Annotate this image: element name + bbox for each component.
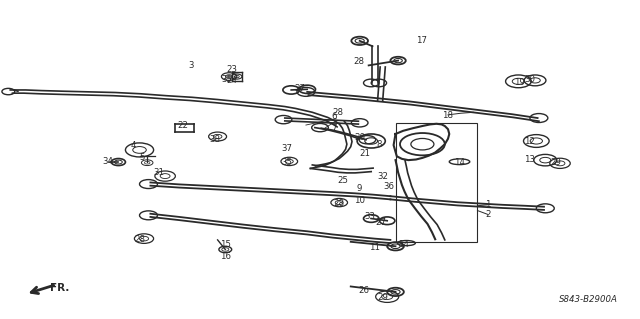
Text: 23: 23 xyxy=(226,65,237,74)
Text: 32: 32 xyxy=(377,172,388,181)
Text: 28: 28 xyxy=(134,235,145,244)
Text: 28: 28 xyxy=(333,199,345,208)
Text: 28: 28 xyxy=(353,57,364,66)
Text: 36: 36 xyxy=(383,182,395,191)
Text: 37: 37 xyxy=(281,144,292,153)
Text: 8: 8 xyxy=(376,140,381,149)
Text: 25: 25 xyxy=(337,176,348,185)
Text: 7: 7 xyxy=(332,124,337,133)
Text: 2: 2 xyxy=(485,210,490,219)
Text: 3: 3 xyxy=(188,61,193,70)
Bar xyxy=(396,123,477,242)
Text: 29: 29 xyxy=(378,293,388,302)
Text: 12: 12 xyxy=(524,137,536,146)
Text: 6: 6 xyxy=(332,112,337,121)
Text: 26: 26 xyxy=(358,286,369,295)
Text: FR.: FR. xyxy=(50,283,69,293)
Text: 30: 30 xyxy=(524,75,536,84)
Text: 27: 27 xyxy=(294,84,305,93)
Text: 38: 38 xyxy=(209,135,220,144)
Text: 9: 9 xyxy=(357,184,362,193)
Text: 14: 14 xyxy=(397,240,409,249)
Text: 21: 21 xyxy=(359,149,371,158)
Text: 20: 20 xyxy=(354,133,365,142)
Text: 33: 33 xyxy=(364,212,376,221)
Text: 18: 18 xyxy=(442,111,454,120)
Text: 34: 34 xyxy=(102,157,113,166)
Text: 31: 31 xyxy=(153,168,164,177)
Text: 19: 19 xyxy=(515,78,525,87)
Text: 15: 15 xyxy=(220,241,231,249)
Text: 4: 4 xyxy=(131,141,136,150)
Text: 22: 22 xyxy=(177,121,188,130)
Text: 29: 29 xyxy=(550,158,561,167)
Text: 1: 1 xyxy=(485,200,490,209)
Text: 13: 13 xyxy=(524,155,536,164)
Text: 35: 35 xyxy=(221,75,233,84)
Text: 10: 10 xyxy=(354,197,365,205)
Text: S843-B2900A: S843-B2900A xyxy=(559,295,618,304)
Text: 24: 24 xyxy=(226,76,237,85)
Text: 14: 14 xyxy=(454,158,465,167)
Text: 17: 17 xyxy=(415,36,427,45)
Text: 28: 28 xyxy=(332,108,344,117)
Text: 35: 35 xyxy=(281,158,292,167)
Text: 27: 27 xyxy=(375,218,387,227)
Text: 16: 16 xyxy=(220,252,231,261)
Text: 5: 5 xyxy=(140,153,145,162)
Text: 11: 11 xyxy=(369,243,380,252)
